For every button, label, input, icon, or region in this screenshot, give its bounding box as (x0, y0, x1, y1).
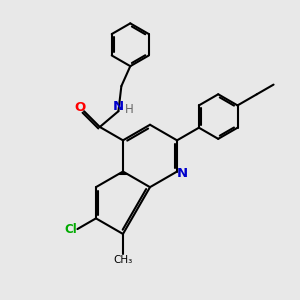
Text: N: N (177, 167, 188, 180)
Text: Cl: Cl (64, 223, 77, 236)
Text: H: H (125, 103, 134, 116)
Text: O: O (74, 101, 85, 114)
Text: N: N (113, 100, 124, 113)
Text: CH₃: CH₃ (113, 254, 133, 265)
